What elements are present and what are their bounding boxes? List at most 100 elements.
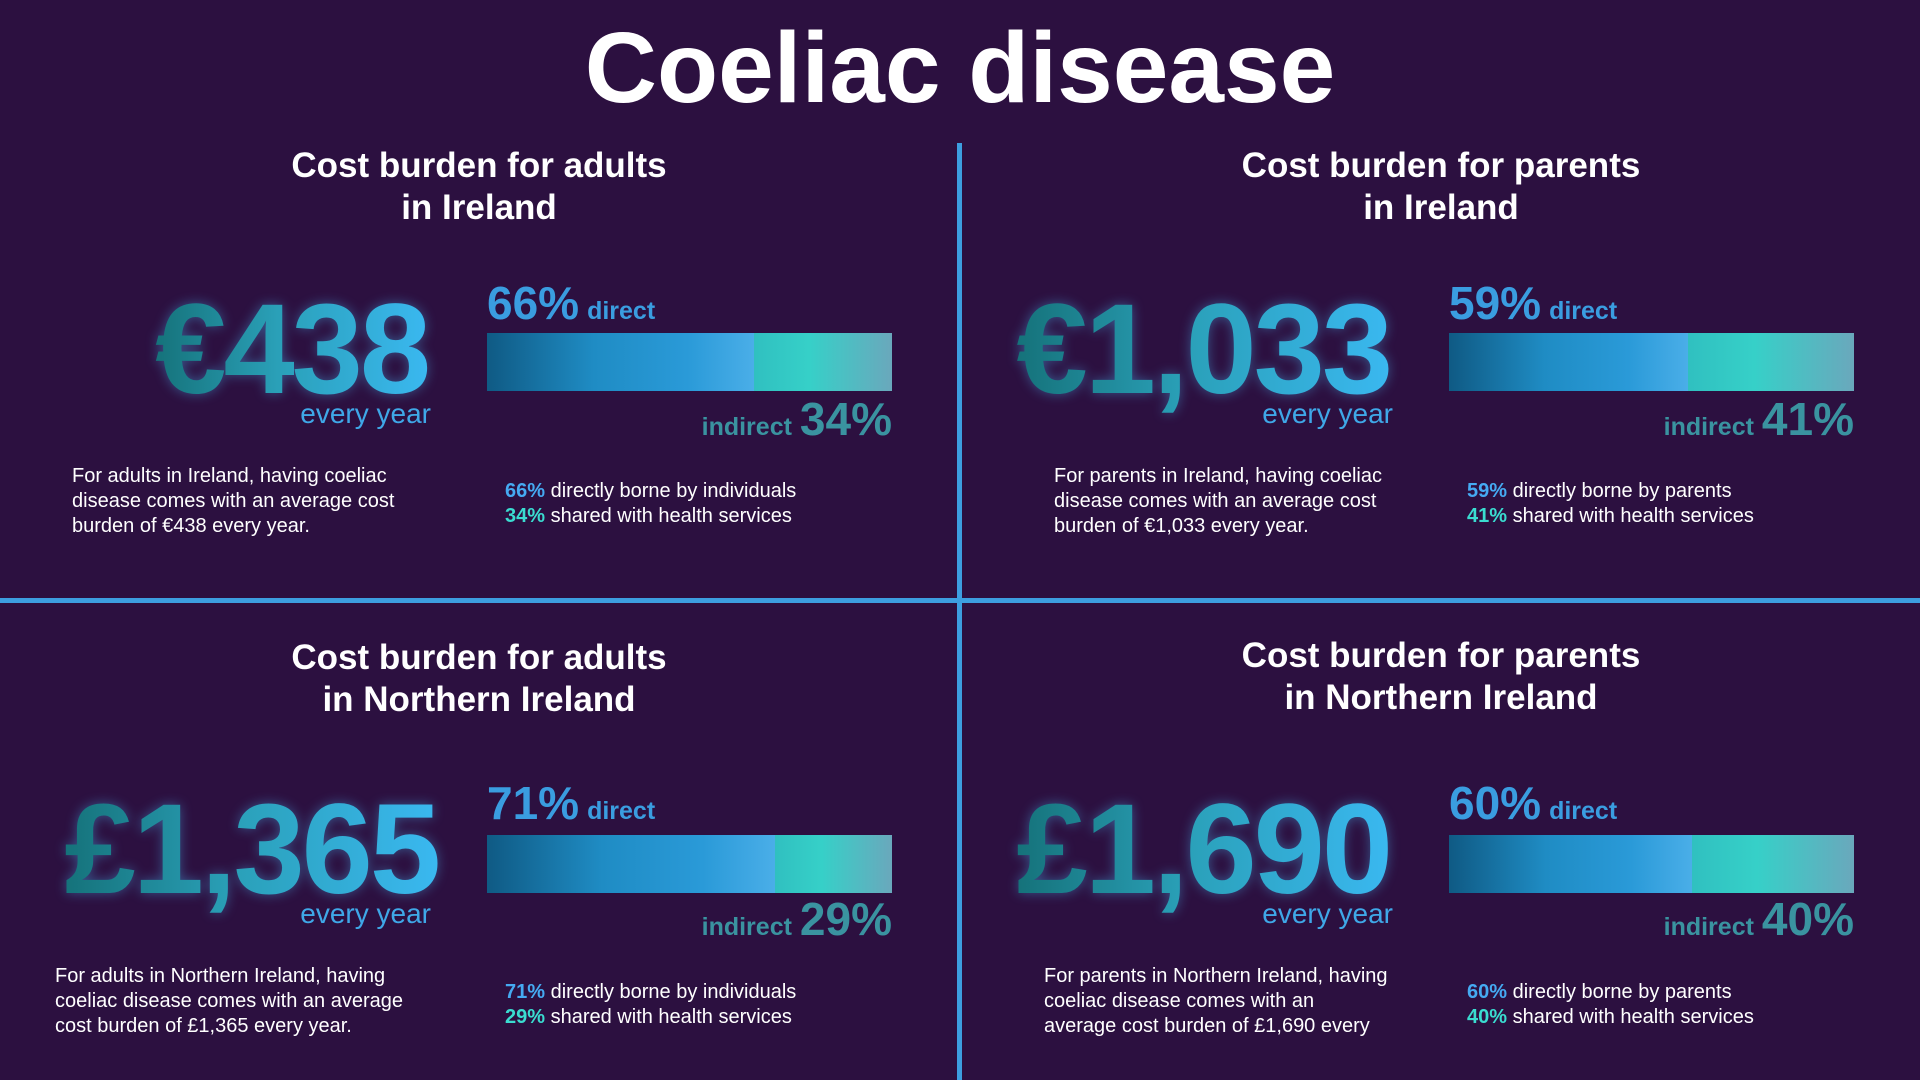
direct-share-label: 71% direct	[487, 776, 655, 830]
direct-percent: 59%	[1449, 277, 1542, 329]
description-line: For parents in Northern Ireland, having	[1044, 965, 1388, 987]
cost-split-bar	[1449, 333, 1854, 391]
panel-title-line-1: Cost burden for parents	[1241, 636, 1641, 675]
split-direct-percent: 71%	[505, 981, 546, 1003]
indirect-word: indirect	[701, 913, 792, 941]
bar-direct-segment	[1449, 333, 1688, 391]
description-line: coeliac disease comes with an	[1044, 990, 1315, 1012]
split-direct-line: 66% directly borne by individuals	[505, 479, 796, 504]
every-year-label: every year	[1262, 398, 1393, 429]
split-direct-text: directly borne by individuals	[550, 981, 797, 1003]
panel-title: Cost burden for parents in Ireland	[962, 145, 1920, 229]
cost-amount: £1,365	[64, 778, 441, 921]
bar-direct-segment	[487, 333, 755, 391]
indirect-word: indirect	[1663, 413, 1754, 441]
panel-title-line-2: in Northern Ireland	[322, 680, 636, 719]
panel-title: Cost burden for parents in Northern Irel…	[962, 635, 1920, 719]
cost-amount: €438	[155, 278, 431, 421]
split-indirect-line: 41% shared with health services	[1467, 504, 1754, 529]
panel-parents-ireland: Cost burden for parents in Ireland €1,03…	[962, 140, 1920, 580]
panel-title-line-1: Cost burden for adults	[291, 146, 667, 185]
split-legend: 71% directly borne by individuals 29% sh…	[505, 980, 796, 1030]
every-year-label: every year	[300, 398, 431, 429]
cost-amount: €1,033	[1016, 278, 1393, 421]
split-direct-line: 59% directly borne by parents	[1467, 479, 1754, 504]
description-line: coeliac disease comes with an average	[55, 990, 403, 1012]
split-indirect-percent: 34%	[505, 505, 546, 527]
panel-title: Cost burden for adults in Northern Irela…	[0, 637, 958, 721]
split-direct-percent: 59%	[1467, 480, 1508, 502]
panel-title-line-2: in Ireland	[1363, 188, 1519, 227]
bar-indirect-segment	[754, 333, 892, 391]
indirect-percent: 40%	[1761, 893, 1854, 945]
split-legend: 59% directly borne by parents 41% shared…	[1467, 479, 1754, 529]
panel-adults-ireland: Cost burden for adults in Ireland €438 e…	[0, 140, 958, 580]
bar-indirect-segment	[1692, 835, 1854, 893]
indirect-share-label: indirect 41%	[1449, 392, 1854, 446]
cost-split-bar	[487, 333, 892, 391]
indirect-word: indirect	[1663, 913, 1754, 941]
description-line: disease comes with an average cost	[72, 490, 395, 512]
panel-title-line-2: in Ireland	[401, 188, 557, 227]
page-title: Coeliac disease	[584, 12, 1336, 124]
direct-percent: 71%	[487, 777, 580, 829]
description-line: burden of €438 every year.	[72, 515, 310, 537]
description-line: For parents in Ireland, having coeliac	[1054, 465, 1382, 487]
split-indirect-line: 29% shared with health services	[505, 1005, 796, 1030]
bar-indirect-segment	[774, 835, 892, 893]
split-indirect-text: shared with health services	[1512, 505, 1754, 527]
split-indirect-text: shared with health services	[1512, 1006, 1754, 1028]
every-year-label: every year	[300, 898, 431, 929]
direct-share-label: 60% direct	[1449, 776, 1617, 830]
direct-share-label: 66% direct	[487, 276, 655, 330]
split-indirect-percent: 41%	[1467, 505, 1508, 527]
split-direct-text: directly borne by parents	[1512, 480, 1732, 502]
indirect-share-label: indirect 29%	[487, 892, 892, 946]
split-direct-text: directly borne by parents	[1512, 981, 1732, 1003]
description-line: cost burden of £1,365 every year.	[55, 1015, 352, 1037]
description-line: burden of €1,033 every year.	[1054, 515, 1309, 537]
description: For parents in Northern Ireland, having …	[1044, 964, 1388, 1039]
description-line: average cost burden of £1,690 every	[1044, 1015, 1370, 1037]
panel-title-line-1: Cost burden for adults	[291, 638, 667, 677]
split-indirect-percent: 29%	[505, 1006, 546, 1028]
indirect-percent: 29%	[799, 893, 892, 945]
indirect-percent: 41%	[1761, 393, 1854, 445]
description-line: For adults in Northern Ireland, having	[55, 965, 386, 987]
horizontal-divider	[0, 598, 1920, 603]
split-legend: 66% directly borne by individuals 34% sh…	[505, 479, 796, 529]
split-indirect-line: 34% shared with health services	[505, 504, 796, 529]
split-indirect-text: shared with health services	[550, 1006, 792, 1028]
split-indirect-percent: 40%	[1467, 1006, 1508, 1028]
direct-percent: 66%	[487, 277, 580, 329]
panel-adults-northern-ireland: Cost burden for adults in Northern Irela…	[0, 630, 958, 1070]
split-direct-line: 71% directly borne by individuals	[505, 980, 796, 1005]
panel-title-line-1: Cost burden for parents	[1241, 146, 1641, 185]
panel-title: Cost burden for adults in Ireland	[0, 145, 958, 229]
indirect-share-label: indirect 34%	[487, 392, 892, 446]
split-legend: 60% directly borne by parents 40% shared…	[1467, 980, 1754, 1030]
panel-parents-northern-ireland: Cost burden for parents in Northern Irel…	[962, 630, 1920, 1070]
description-line: For adults in Ireland, having coeliac	[72, 465, 387, 487]
split-direct-text: directly borne by individuals	[550, 480, 797, 502]
direct-word: direct	[1549, 297, 1618, 325]
indirect-percent: 34%	[799, 393, 892, 445]
direct-word: direct	[587, 297, 656, 325]
split-indirect-text: shared with health services	[550, 505, 792, 527]
panel-title-line-2: in Northern Ireland	[1284, 678, 1598, 717]
bar-direct-segment	[1449, 835, 1692, 893]
bar-direct-segment	[487, 835, 775, 893]
split-direct-percent: 66%	[505, 480, 546, 502]
description: For adults in Northern Ireland, having c…	[55, 964, 403, 1039]
direct-word: direct	[587, 797, 656, 825]
description: For adults in Ireland, having coeliac di…	[72, 464, 394, 539]
direct-share-label: 59% direct	[1449, 276, 1617, 330]
cost-split-bar	[1449, 835, 1854, 893]
cost-amount: £1,690	[1016, 778, 1393, 921]
direct-percent: 60%	[1449, 777, 1542, 829]
split-indirect-line: 40% shared with health services	[1467, 1005, 1754, 1030]
every-year-label: every year	[1262, 898, 1393, 929]
description: For parents in Ireland, having coeliac d…	[1054, 464, 1382, 539]
indirect-share-label: indirect 40%	[1449, 892, 1854, 946]
